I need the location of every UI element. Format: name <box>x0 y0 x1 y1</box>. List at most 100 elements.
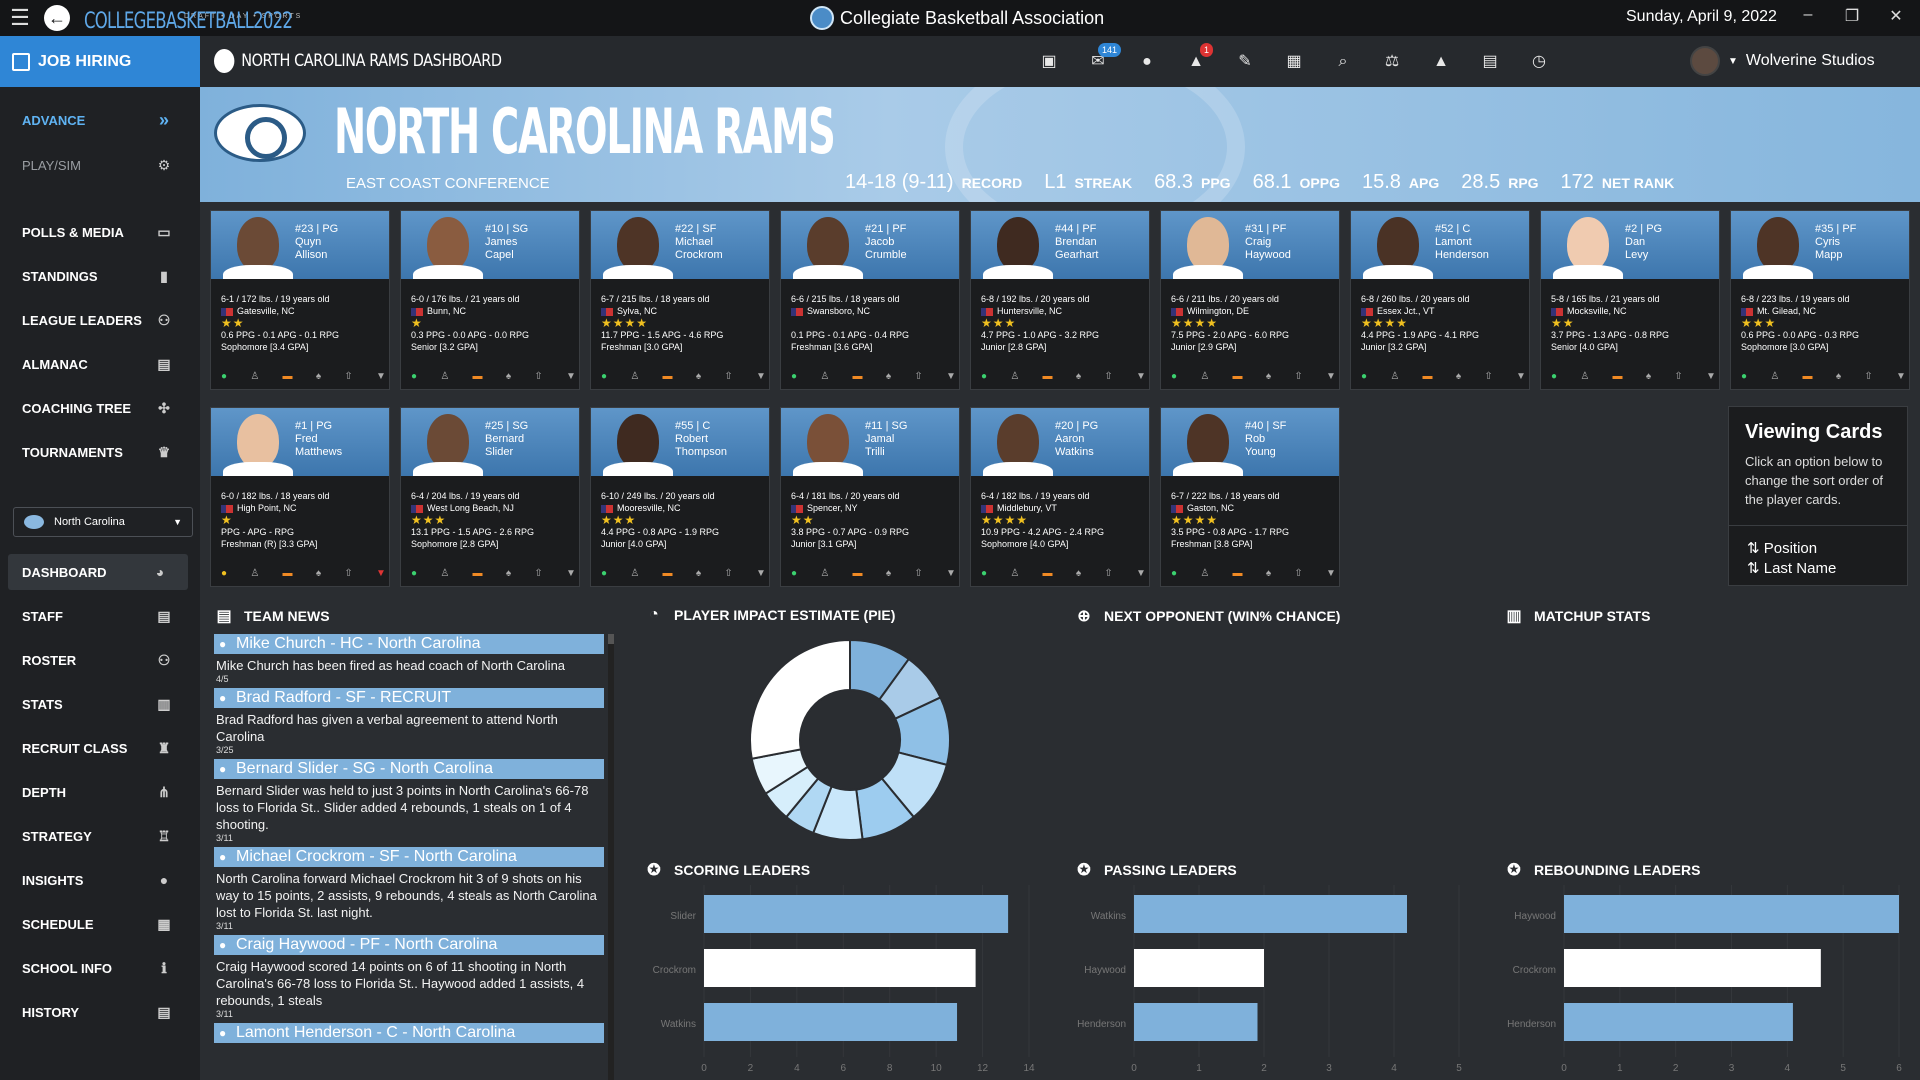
player-card[interactable]: #22 | SF Michael Crockrom 6-7 / 215 lbs. / … <box>590 210 770 390</box>
player-card[interactable]: #55 | C Robert Thompson 6-10 / 249 lbs. / 2… <box>590 407 770 587</box>
jersey-icon[interactable]: ▼ <box>1326 568 1336 579</box>
shoe-icon[interactable]: ♠ <box>1075 568 1082 579</box>
jersey-icon[interactable]: ▼ <box>376 371 386 382</box>
run-icon[interactable]: ⇧ <box>534 371 543 382</box>
team-news-list[interactable]: Mike Church - HC - North Carolina Mike Ch… <box>214 634 604 1080</box>
player-icon[interactable]: ♙ <box>440 371 450 382</box>
sort-position-button[interactable]: ⇅ Position <box>1747 539 1817 557</box>
cap-icon[interactable]: ▬ <box>662 568 673 579</box>
shoe-icon[interactable]: ♠ <box>505 371 512 382</box>
shoe-icon[interactable]: ♠ <box>315 371 322 382</box>
player-card[interactable]: #23 | PG Quyn Allison 6-1 / 172 lbs. / 19 y… <box>210 210 390 390</box>
sidebar-item[interactable]: STATS ▥ <box>0 686 200 722</box>
status-dot-icon[interactable]: ● <box>1741 371 1748 382</box>
shoe-icon[interactable]: ♠ <box>1645 371 1652 382</box>
player-icon[interactable]: ♙ <box>1580 371 1590 382</box>
menu-icon[interactable]: ☰ <box>10 5 30 30</box>
run-icon[interactable]: ⇧ <box>1294 568 1303 579</box>
player-card[interactable]: #44 | PF Brendan Gearhart 6-8 / 192 lbs. / … <box>970 210 1150 390</box>
run-icon[interactable]: ⇧ <box>344 568 353 579</box>
run-icon[interactable]: ⇧ <box>1104 568 1113 579</box>
shoe-icon[interactable]: ♠ <box>885 371 892 382</box>
news-item[interactable]: Bernard Slider - SG - North Carolina Bern… <box>214 759 604 843</box>
status-dot-icon[interactable]: ● <box>221 568 228 579</box>
player-card[interactable]: #21 | PF Jacob Crumble 6-6 / 215 lbs. / 18 … <box>780 210 960 390</box>
cap-icon[interactable]: ▬ <box>472 568 483 579</box>
player-icon[interactable]: ♙ <box>250 371 260 382</box>
status-dot-icon[interactable]: ● <box>1551 371 1558 382</box>
status-dot-icon[interactable]: ● <box>221 371 228 382</box>
jersey-icon[interactable]: ▼ <box>1896 371 1906 382</box>
cap-icon[interactable]: ▬ <box>282 568 293 579</box>
news-item[interactable]: Brad Radford - SF - RECRUIT Brad Radford … <box>214 688 604 755</box>
jersey-icon[interactable]: ▼ <box>756 568 766 579</box>
user-menu[interactable]: ▼ Wolverine Studios <box>1690 46 1875 76</box>
run-icon[interactable]: ⇧ <box>914 568 923 579</box>
player-icon[interactable]: ♙ <box>1770 371 1780 382</box>
player-card[interactable]: #31 | PF Craig Haywood 6-6 / 211 lbs. / 20 … <box>1160 210 1340 390</box>
player-icon[interactable]: ♙ <box>1010 568 1020 579</box>
cap-icon[interactable]: ▬ <box>1422 371 1433 382</box>
bell-icon[interactable]: ▲ 1 <box>1185 43 1213 73</box>
run-icon[interactable]: ⇧ <box>1104 371 1113 382</box>
sort-last-name-button[interactable]: ⇅ Last Name <box>1747 559 1836 577</box>
sidebar-item[interactable]: INSIGHTS ● <box>0 862 200 898</box>
cap-icon[interactable]: ▬ <box>1612 371 1623 382</box>
player-card[interactable]: #20 | PG Aaron Watkins 6-4 / 182 lbs. / 19 … <box>970 407 1150 587</box>
advance-button[interactable]: ADVANCE » <box>0 102 200 138</box>
close-button[interactable]: ✕ <box>1889 8 1903 25</box>
run-icon[interactable]: ⇧ <box>534 568 543 579</box>
jersey-icon[interactable]: ▼ <box>946 371 956 382</box>
news-headline[interactable]: Michael Crockrom - SF - North Carolina <box>214 847 604 867</box>
calendar-icon[interactable]: ▦ <box>1286 53 1302 70</box>
jersey-icon[interactable]: ▼ <box>1326 371 1336 382</box>
jersey-icon[interactable]: ▼ <box>1706 371 1716 382</box>
run-icon[interactable]: ⇧ <box>1674 371 1683 382</box>
jersey-icon[interactable]: ▼ <box>1136 568 1146 579</box>
cap-icon[interactable]: ▬ <box>1042 371 1053 382</box>
player-icon[interactable]: ♙ <box>630 568 640 579</box>
cap-icon[interactable]: ▬ <box>662 371 673 382</box>
restore-button[interactable]: ❐ <box>1844 8 1860 25</box>
sidebar-item[interactable]: LEAGUE LEADERS ⚇ <box>0 302 200 338</box>
shoe-icon[interactable]: ♠ <box>315 568 322 579</box>
player-icon[interactable]: ♙ <box>1200 371 1210 382</box>
sidebar-item[interactable]: DEPTH ⋔ <box>0 774 200 810</box>
player-icon[interactable]: ♙ <box>250 568 260 579</box>
player-card[interactable]: #25 | SG Bernard Slider 6-4 / 204 lbs. / 19… <box>400 407 580 587</box>
player-card[interactable]: #2 | PG Dan Levy 5-8 / 165 lbs. / 21 years … <box>1540 210 1720 390</box>
news-headline[interactable]: Brad Radford - SF - RECRUIT <box>214 688 604 708</box>
playsim-button[interactable]: PLAY/SIM ⚙ <box>0 147 200 183</box>
sidebar-item[interactable]: ROSTER ⚇ <box>0 642 200 678</box>
sidebar-item[interactable]: STANDINGS ▮ <box>0 258 200 294</box>
player-icon[interactable]: ♙ <box>630 371 640 382</box>
player-icon[interactable]: ♙ <box>1200 568 1210 579</box>
news-item[interactable]: Craig Haywood - PF - North Carolina Craig… <box>214 935 604 1019</box>
player-icon[interactable]: ♙ <box>440 568 450 579</box>
back-arrow-icon[interactable]: ← <box>44 5 70 31</box>
sidebar-item[interactable]: SCHEDULE ▦ <box>0 906 200 942</box>
run-icon[interactable]: ⇧ <box>1484 371 1493 382</box>
player-card[interactable]: #40 | SF Rob Young 6-7 / 222 lbs. / 18 year… <box>1160 407 1340 587</box>
cap-icon[interactable]: ▬ <box>852 371 863 382</box>
status-dot-icon[interactable]: ● <box>791 568 798 579</box>
clipboard-icon[interactable]: ▤ <box>1482 53 1498 70</box>
news-headline[interactable]: Craig Haywood - PF - North Carolina <box>214 935 604 955</box>
run-icon[interactable]: ⇧ <box>724 568 733 579</box>
sidebar-item[interactable]: TOURNAMENTS ♛ <box>0 434 200 470</box>
jersey-icon[interactable]: ▼ <box>566 568 576 579</box>
status-dot-icon[interactable]: ● <box>601 371 608 382</box>
shoe-icon[interactable]: ♠ <box>1075 371 1082 382</box>
jersey-icon[interactable]: ▼ <box>566 371 576 382</box>
mail-icon[interactable]: ✉ 141 <box>1087 43 1121 73</box>
shoe-icon[interactable]: ♠ <box>1265 568 1272 579</box>
news-headline[interactable]: Lamont Henderson - C - North Carolina <box>214 1023 604 1043</box>
player-icon[interactable]: ♙ <box>1010 371 1020 382</box>
search-icon[interactable]: ⌕ <box>1338 53 1348 70</box>
minimize-button[interactable]: – <box>1803 6 1813 23</box>
sidebar-item[interactable]: SCHOOL INFO ℹ <box>0 950 200 986</box>
cap-icon[interactable]: ▬ <box>1802 371 1813 382</box>
job-hiring-button[interactable]: JOB HIRING <box>0 36 200 87</box>
status-dot-icon[interactable]: ● <box>981 568 988 579</box>
jersey-icon[interactable]: ▼ <box>1516 371 1526 382</box>
